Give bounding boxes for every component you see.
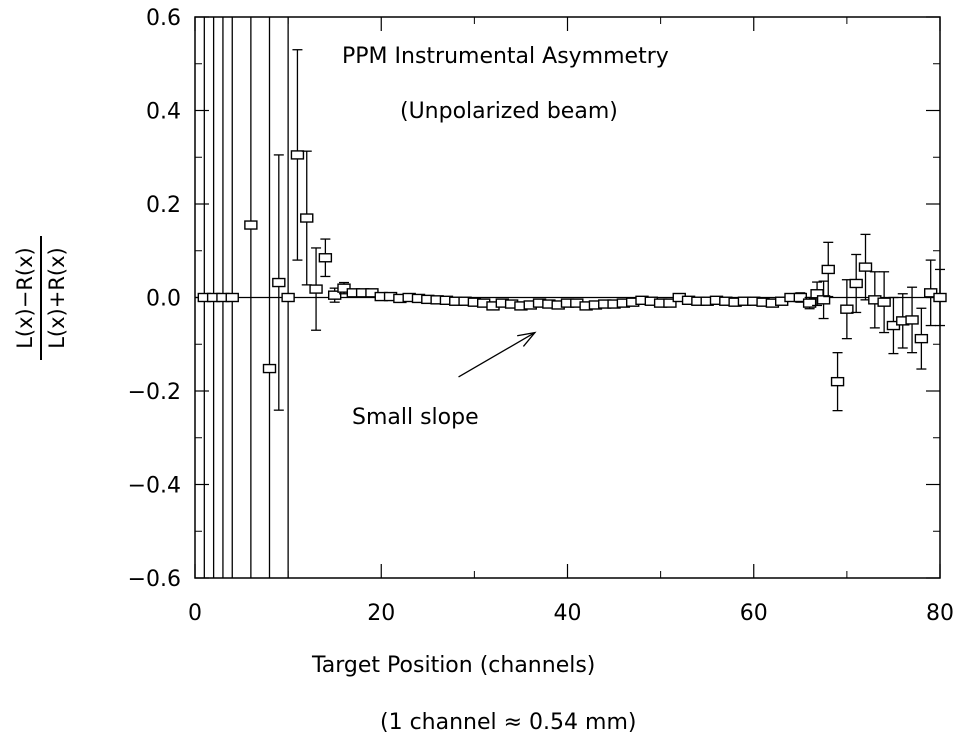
y-tick-label: −0.6 xyxy=(128,567,181,592)
y-tick-label: −0.2 xyxy=(128,380,181,405)
y-tick-label: 0.6 xyxy=(146,6,181,31)
data-point xyxy=(877,297,891,307)
x-axis-note: (1 channel ≈ 0.54 mm) xyxy=(380,710,637,735)
data-point xyxy=(663,298,677,308)
data-point xyxy=(300,213,314,223)
data-point xyxy=(244,220,258,230)
data-point xyxy=(225,292,239,303)
x-tick-label: 0 xyxy=(188,601,202,626)
data-point xyxy=(933,292,947,303)
data-point xyxy=(821,264,835,275)
chart-title: PPM Instrumental Asymmetry xyxy=(342,44,669,69)
data-point xyxy=(281,292,295,303)
data-point xyxy=(327,290,342,300)
annotation-arrow xyxy=(458,332,536,378)
data-point xyxy=(849,278,863,289)
x-tick-label: 60 xyxy=(740,601,768,626)
data-point xyxy=(318,253,333,263)
y-axis-label-numerator: L(x)−R(x) xyxy=(13,247,37,349)
chart-subtitle: (Unpolarized beam) xyxy=(400,99,618,124)
x-tick-label: 40 xyxy=(554,601,582,626)
x-axis-label: Target Position (channels) xyxy=(312,653,596,678)
data-point xyxy=(309,284,323,294)
data-point xyxy=(272,277,286,288)
data-point xyxy=(840,304,854,314)
data-point xyxy=(290,150,305,160)
data-point xyxy=(905,315,919,325)
data-point xyxy=(816,295,831,305)
data-point xyxy=(262,363,277,374)
y-tick-label: −0.4 xyxy=(128,474,181,499)
data-point xyxy=(858,262,873,272)
data-point xyxy=(914,333,929,344)
x-tick-label: 80 xyxy=(926,601,954,626)
y-tick-label: 0.0 xyxy=(146,287,181,312)
y-tick-label: 0.2 xyxy=(146,193,181,218)
y-tick-label: 0.4 xyxy=(146,100,181,125)
annotation-arrowhead xyxy=(517,331,537,347)
data-point xyxy=(802,298,817,308)
slope-annotation: Small slope xyxy=(352,405,479,430)
y-axis-label: L(x)−R(x) L(x)+R(x) xyxy=(10,228,80,368)
x-tick-label: 20 xyxy=(367,601,395,626)
y-axis-label-denominator: L(x)+R(x) xyxy=(45,247,69,349)
data-point xyxy=(830,376,845,387)
